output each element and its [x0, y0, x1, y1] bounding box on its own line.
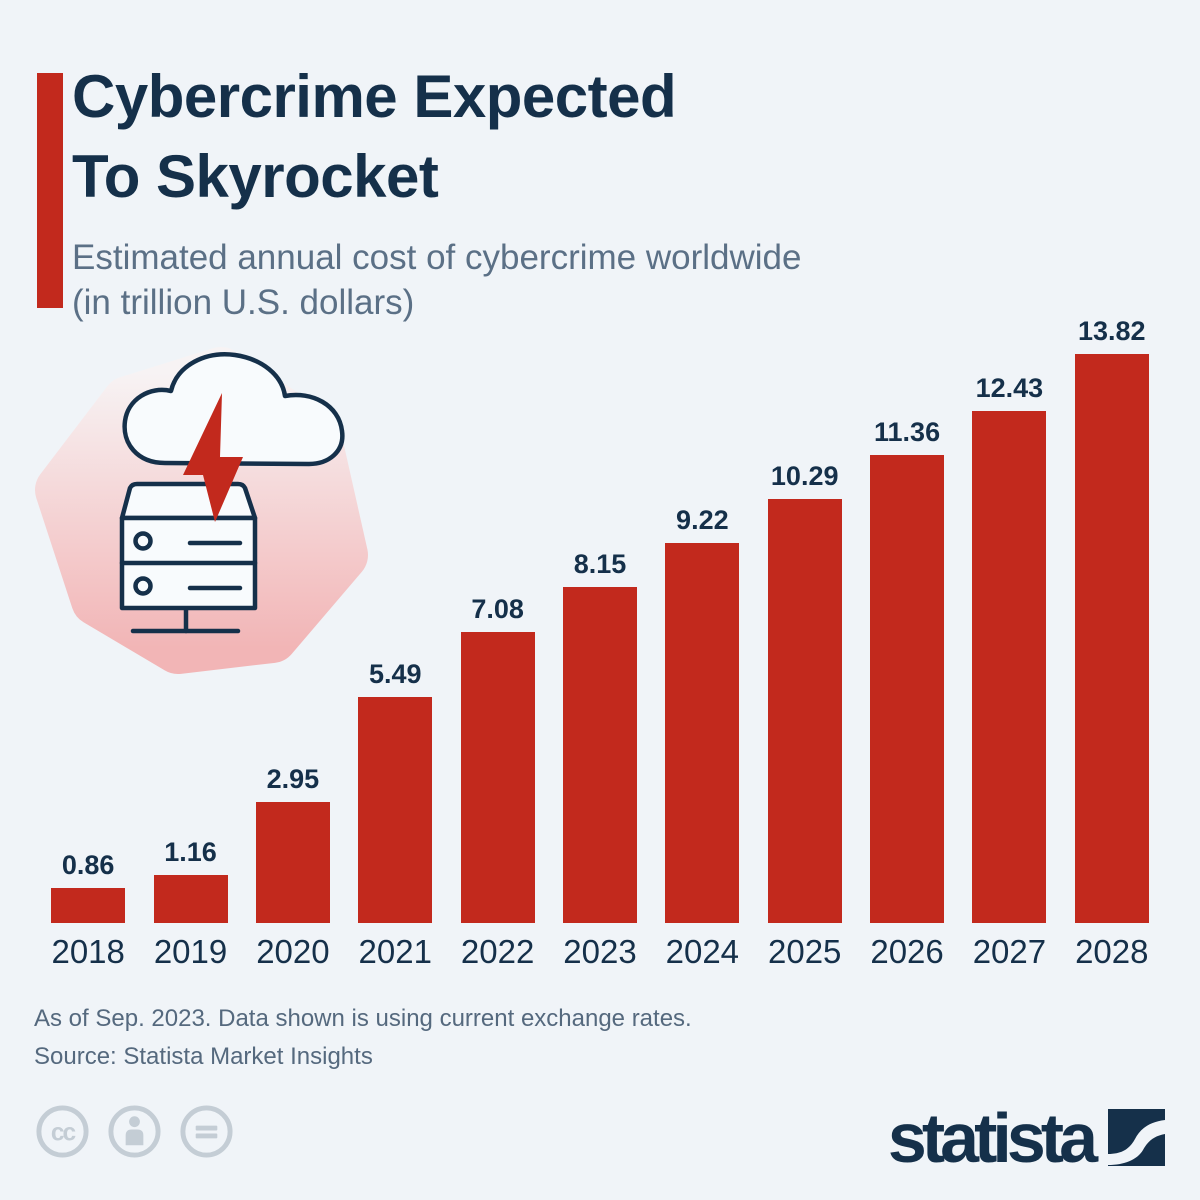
page-title: Cybercrime Expected To Skyrocket — [72, 57, 677, 217]
bar — [562, 587, 637, 923]
bar-column: 2.95 2020 — [242, 300, 344, 968]
lightning-icon — [183, 393, 243, 522]
bar-column: 0.86 2018 — [37, 300, 139, 968]
footnote-asof: As of Sep. 2023. Data shown is using cur… — [34, 1005, 692, 1032]
bar — [460, 632, 535, 923]
cc-icon: cc — [36, 1105, 89, 1158]
page-title-line2: To Skyrocket — [72, 143, 439, 210]
cc-nd-icon — [180, 1105, 233, 1158]
chart-subtitle-line1: Estimated annual cost of cybercrime worl… — [72, 238, 802, 277]
bar-column: 8.15 2023 — [549, 300, 651, 968]
footnote: As of Sep. 2023. Data shown is using cur… — [34, 1000, 692, 1076]
bar-column: 5.49 2021 — [344, 300, 446, 968]
bar-column: 9.22 2024 — [651, 300, 753, 968]
bar-value-label: 1.16 — [164, 837, 217, 867]
bar — [51, 888, 126, 923]
bar — [1074, 354, 1149, 923]
x-axis-label: 2020 — [256, 933, 330, 970]
bar-value-label: 8.15 — [573, 549, 627, 579]
bar-value-label: 5.49 — [368, 659, 422, 689]
cloud-icon — [122, 352, 345, 467]
cybercrime-illustration — [35, 347, 368, 674]
x-axis-label: 2023 — [563, 933, 637, 970]
bar-column: 1.16 2019 — [139, 300, 241, 968]
bar-value-label: 2.95 — [266, 764, 320, 794]
bar-column: 10.29 2025 — [754, 300, 856, 968]
bar-value-label: 9.22 — [676, 505, 729, 535]
bar-column: 11.36 2026 — [856, 300, 958, 968]
cc-by-icon — [108, 1105, 161, 1158]
x-axis-label: 2027 — [972, 933, 1047, 970]
bar-chart: 0.86 2018 1.16 2019 2.95 2020 5.49 2021 7.08 2022… — [37, 300, 1163, 968]
bar-value-label: 0.86 — [61, 850, 115, 880]
bar-value-label: 10.29 — [770, 461, 839, 491]
chart-subtitle-line2: (in trillion U.S. dollars) — [72, 283, 415, 322]
bar — [870, 455, 945, 923]
bar — [665, 543, 740, 923]
footnote-source: Source: Statista Market Insights — [34, 1043, 373, 1070]
bar-value-label: 7.08 — [471, 594, 524, 624]
x-axis-label: 2028 — [1075, 933, 1149, 970]
x-axis-label: 2022 — [460, 933, 535, 970]
x-axis-label: 2024 — [665, 933, 740, 970]
statista-logo-mark — [1108, 1109, 1165, 1166]
server-icon — [119, 481, 258, 634]
bar-column: 12.43 2027 — [958, 300, 1060, 968]
bar-value-label: 13.82 — [1077, 316, 1146, 346]
statista-logo-text: statista — [887, 1099, 1098, 1177]
bar — [972, 411, 1047, 923]
svg-text:cc: cc — [51, 1119, 76, 1146]
x-axis-label: 2025 — [767, 933, 842, 970]
page-title-line1: Cybercrime Expected — [72, 63, 677, 130]
bar — [153, 875, 228, 923]
x-axis-label: 2021 — [358, 933, 432, 970]
license-icons: cc — [34, 1103, 235, 1160]
x-axis-label: 2018 — [51, 933, 125, 970]
bar-value-label: 12.43 — [975, 373, 1044, 403]
chart-subtitle: Estimated annual cost of cybercrime worl… — [72, 235, 801, 325]
bar — [767, 499, 842, 923]
bar-column: 7.08 2022 — [446, 300, 548, 968]
bar — [255, 802, 330, 923]
statista-logo: statista — [887, 1099, 1165, 1177]
title-accent-bar — [37, 73, 63, 308]
x-axis-label: 2026 — [870, 933, 944, 970]
x-axis-label: 2019 — [153, 933, 228, 970]
bar-column: 13.82 2028 — [1061, 300, 1163, 968]
bar — [358, 697, 433, 923]
bar-value-label: 11.36 — [874, 417, 941, 447]
